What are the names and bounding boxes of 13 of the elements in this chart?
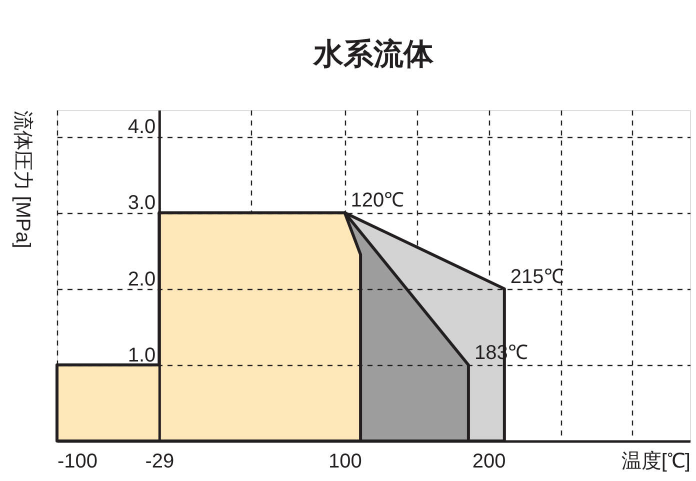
x-tick-label: 100	[328, 450, 362, 472]
x-tick-label: -29	[145, 450, 174, 472]
y-tick-label: 4.0	[128, 116, 156, 138]
x-tick-label: 200	[472, 450, 506, 472]
y-tick-label: 2.0	[128, 268, 156, 290]
x-axis-title: 温度[℃]	[621, 450, 690, 472]
y-tick-label: 3.0	[128, 192, 156, 214]
annotation: 215℃	[510, 266, 564, 288]
x-tick-label: -100	[58, 450, 98, 472]
chart-title: 水系流体	[312, 37, 434, 71]
y-tick-label: 1.0	[128, 344, 156, 366]
annotation: 120℃	[350, 190, 404, 212]
y-axis-title: 流体圧力 [MPa]	[12, 110, 34, 248]
